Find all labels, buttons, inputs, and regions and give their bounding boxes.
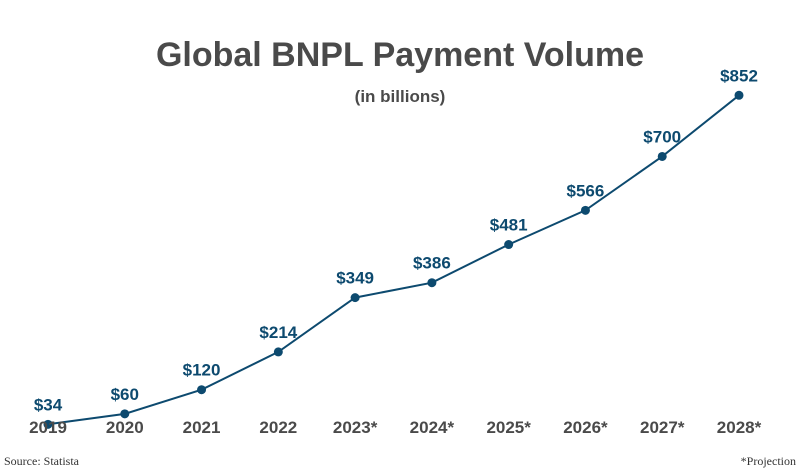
series-line (47, 94, 740, 426)
data-point (43, 419, 53, 429)
x-tick-label: 2025* (486, 418, 531, 437)
data-label: $214 (259, 323, 297, 342)
data-label: $349 (336, 269, 374, 288)
plot-area: $34 2019 $60 2020 $120 2021 $214 2022 $349 2023* $… (29, 66, 762, 437)
x-tick-label: 2023* (333, 418, 378, 437)
data-label: $481 (490, 216, 528, 235)
x-tick-label: 2022 (259, 418, 297, 437)
chart-title: Global BNPL Payment Volume (156, 36, 644, 74)
x-tick-label: 2021 (183, 418, 221, 437)
x-tick-label: 2024* (410, 418, 455, 437)
data-point (657, 151, 667, 161)
data-point (120, 409, 130, 419)
data-point (734, 90, 744, 100)
data-label: $700 (643, 127, 681, 146)
data-label: $60 (111, 385, 139, 404)
x-tick-label: 2028* (717, 418, 762, 437)
data-point (273, 347, 283, 357)
data-label: $566 (567, 181, 605, 200)
data-label: $852 (720, 66, 758, 85)
projection-note: *Projection (741, 454, 796, 468)
x-tick-label: 2019 (29, 418, 67, 437)
data-label: $386 (413, 254, 451, 273)
x-tick-label: 2027* (640, 418, 685, 437)
data-label: $120 (183, 361, 221, 380)
data-point (504, 240, 514, 250)
x-tick-label: 2020 (106, 418, 144, 437)
data-point (350, 293, 360, 303)
chart-subtitle: (in billions) (355, 87, 446, 106)
x-tick-label: 2026* (563, 418, 608, 437)
data-point (427, 278, 437, 288)
source-note: Source: Statista (4, 454, 80, 468)
data-point (197, 385, 207, 395)
data-point (580, 205, 590, 215)
data-label: $34 (34, 395, 63, 414)
